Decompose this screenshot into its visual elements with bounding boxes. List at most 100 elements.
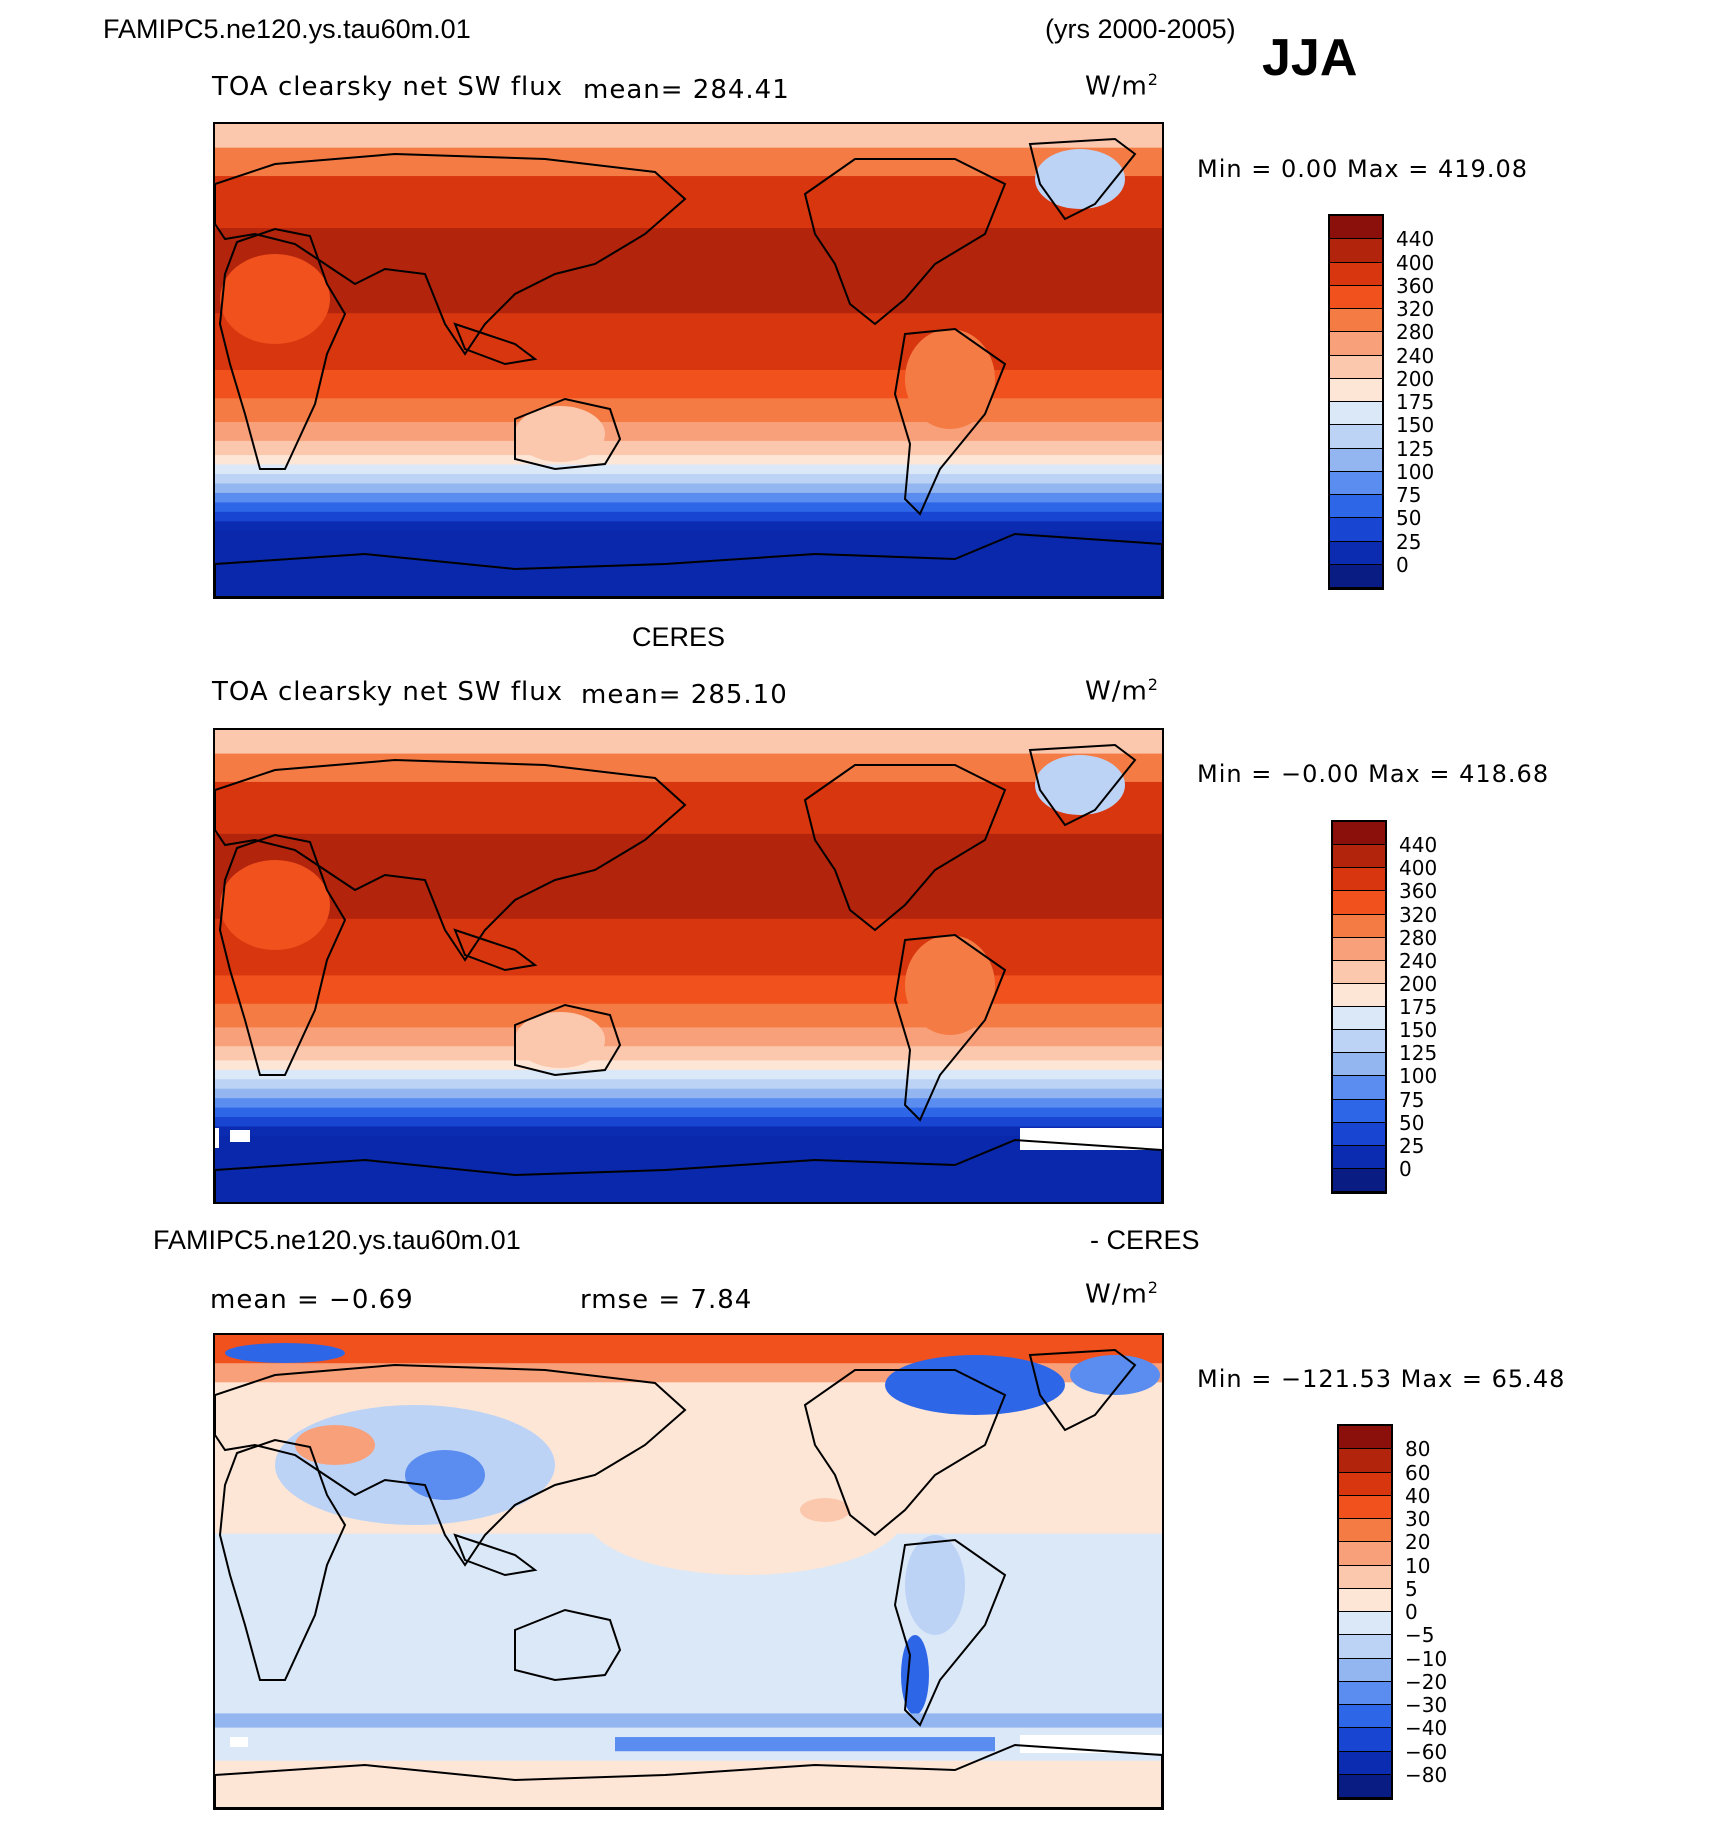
colorbar-tick-label: 280 bbox=[1396, 320, 1435, 345]
latitude-band bbox=[215, 1117, 1162, 1128]
latitude-band bbox=[215, 1069, 1162, 1081]
colorbar-segment bbox=[1330, 471, 1382, 495]
coastline bbox=[1028, 1348, 1137, 1432]
latitude-band bbox=[215, 730, 1162, 755]
pacific-field bbox=[585, 1455, 905, 1575]
panel2-mean: mean= 285.10 bbox=[581, 680, 788, 710]
colorbar-tick-label: 80 bbox=[1405, 1437, 1431, 1462]
colorbar-tick-label: 150 bbox=[1396, 413, 1435, 438]
latitude-band bbox=[215, 833, 1162, 920]
missing-data bbox=[230, 1737, 248, 1747]
coastline bbox=[514, 1608, 622, 1682]
colorbar-segment bbox=[1339, 1472, 1391, 1496]
latitude-band bbox=[215, 228, 1162, 315]
australia-patch bbox=[515, 1012, 605, 1068]
coastline bbox=[893, 933, 1007, 1122]
amazon-patch bbox=[905, 935, 995, 1035]
panel1-map-field bbox=[215, 124, 1162, 597]
colorbar-segment bbox=[1330, 285, 1382, 309]
latitude-band bbox=[215, 124, 1162, 149]
latitude-band bbox=[215, 369, 1162, 400]
colorbar-tick-label: −30 bbox=[1405, 1693, 1448, 1717]
coastline bbox=[803, 158, 1007, 326]
colorbar-tick-label: 440 bbox=[1396, 227, 1435, 252]
panel3-map-field bbox=[215, 1335, 1162, 1808]
coastline bbox=[218, 227, 347, 470]
latitude-band bbox=[215, 483, 1162, 494]
latitude-band bbox=[215, 474, 1162, 485]
colorbar-segment bbox=[1339, 1751, 1391, 1775]
colorbar-segment bbox=[1333, 960, 1385, 984]
colorbar-tick-label: 5 bbox=[1405, 1576, 1418, 1601]
latitude-band bbox=[215, 753, 1162, 783]
colorbar-segment bbox=[1333, 937, 1385, 961]
coastline bbox=[215, 152, 687, 356]
latitude-band bbox=[215, 440, 1162, 457]
panel2-map bbox=[213, 728, 1164, 1204]
colorbar-segment bbox=[1339, 1774, 1391, 1798]
colorbar-tick-label: 400 bbox=[1396, 250, 1435, 275]
coastline bbox=[803, 764, 1007, 932]
colorbar-segment bbox=[1333, 914, 1385, 938]
latitude-band bbox=[215, 492, 1162, 504]
colorbar-segment bbox=[1330, 402, 1382, 426]
colorbar-tick-label: 150 bbox=[1399, 1018, 1438, 1043]
greenland-negative bbox=[1070, 1355, 1160, 1395]
arctic-negative bbox=[225, 1343, 345, 1363]
latitude-band bbox=[215, 1003, 1162, 1029]
colorbar-tick-label: −60 bbox=[1405, 1739, 1448, 1764]
colorbar-tick-label: 440 bbox=[1399, 833, 1438, 858]
panel1-map bbox=[213, 122, 1164, 599]
pacific-positive bbox=[800, 1498, 850, 1522]
colorbar-tick-label: 360 bbox=[1396, 273, 1435, 298]
colorbar-segment bbox=[1330, 262, 1382, 286]
colorbar-segment bbox=[1330, 448, 1382, 472]
colorbar-tick-label: 25 bbox=[1396, 529, 1422, 554]
colorbar-segment bbox=[1339, 1495, 1391, 1519]
colorbar-tick-label: 60 bbox=[1405, 1460, 1431, 1485]
colorbar-segment bbox=[1330, 216, 1382, 240]
greenland-patch bbox=[1035, 149, 1125, 209]
colorbar-tick-label: 10 bbox=[1405, 1553, 1431, 1578]
colorbar-tick-label: 50 bbox=[1396, 506, 1422, 531]
latitude-band bbox=[215, 398, 1162, 423]
latitude-band bbox=[215, 1079, 1162, 1090]
panel2-map-field bbox=[215, 730, 1162, 1202]
panel3-colorbar bbox=[1337, 1424, 1393, 1800]
latitude-band bbox=[215, 1126, 1162, 1137]
coastline bbox=[215, 1743, 1162, 1808]
colorbar-segment bbox=[1339, 1681, 1391, 1705]
latitude-band bbox=[215, 421, 1162, 442]
antarctic-field bbox=[215, 1760, 1162, 1808]
colorbar-tick-label: 100 bbox=[1396, 459, 1435, 484]
coastline bbox=[803, 1369, 1007, 1537]
panel2-colorbar bbox=[1331, 820, 1387, 1194]
panel3-units: W/m2 bbox=[1085, 1278, 1159, 1310]
panel1-variable: TOA clearsky net SW flux bbox=[212, 72, 564, 102]
colorbar-segment bbox=[1330, 309, 1382, 333]
colorbar-segment bbox=[1333, 1030, 1385, 1054]
panel3-map bbox=[213, 1333, 1164, 1810]
colorbar-segment bbox=[1330, 564, 1382, 588]
colorbar-segment bbox=[1339, 1519, 1391, 1543]
southern-ocean-band bbox=[215, 1713, 1162, 1728]
colorbar-segment bbox=[1330, 425, 1382, 449]
colorbar-tick-label: −10 bbox=[1405, 1646, 1448, 1671]
latitude-band bbox=[215, 1088, 1162, 1100]
colorbar-segment bbox=[1333, 983, 1385, 1007]
colorbar-segment bbox=[1333, 1122, 1385, 1146]
missing-data bbox=[1020, 1128, 1162, 1150]
latitude-band bbox=[215, 502, 1162, 513]
amazon-patch bbox=[905, 329, 995, 429]
colorbar-segment bbox=[1339, 1635, 1391, 1659]
latitude-band bbox=[215, 1107, 1162, 1119]
colorbar-tick-label: −80 bbox=[1405, 1762, 1448, 1787]
colorbar-segment bbox=[1339, 1705, 1391, 1729]
sahara-patch bbox=[220, 860, 330, 950]
colorbar-segment bbox=[1339, 1449, 1391, 1473]
colorbar-segment bbox=[1339, 1588, 1391, 1612]
colorbar-segment bbox=[1333, 822, 1385, 846]
colorbar-segment bbox=[1330, 239, 1382, 263]
colorbar-tick-label: 200 bbox=[1396, 366, 1435, 391]
colorbar-segment bbox=[1330, 378, 1382, 402]
